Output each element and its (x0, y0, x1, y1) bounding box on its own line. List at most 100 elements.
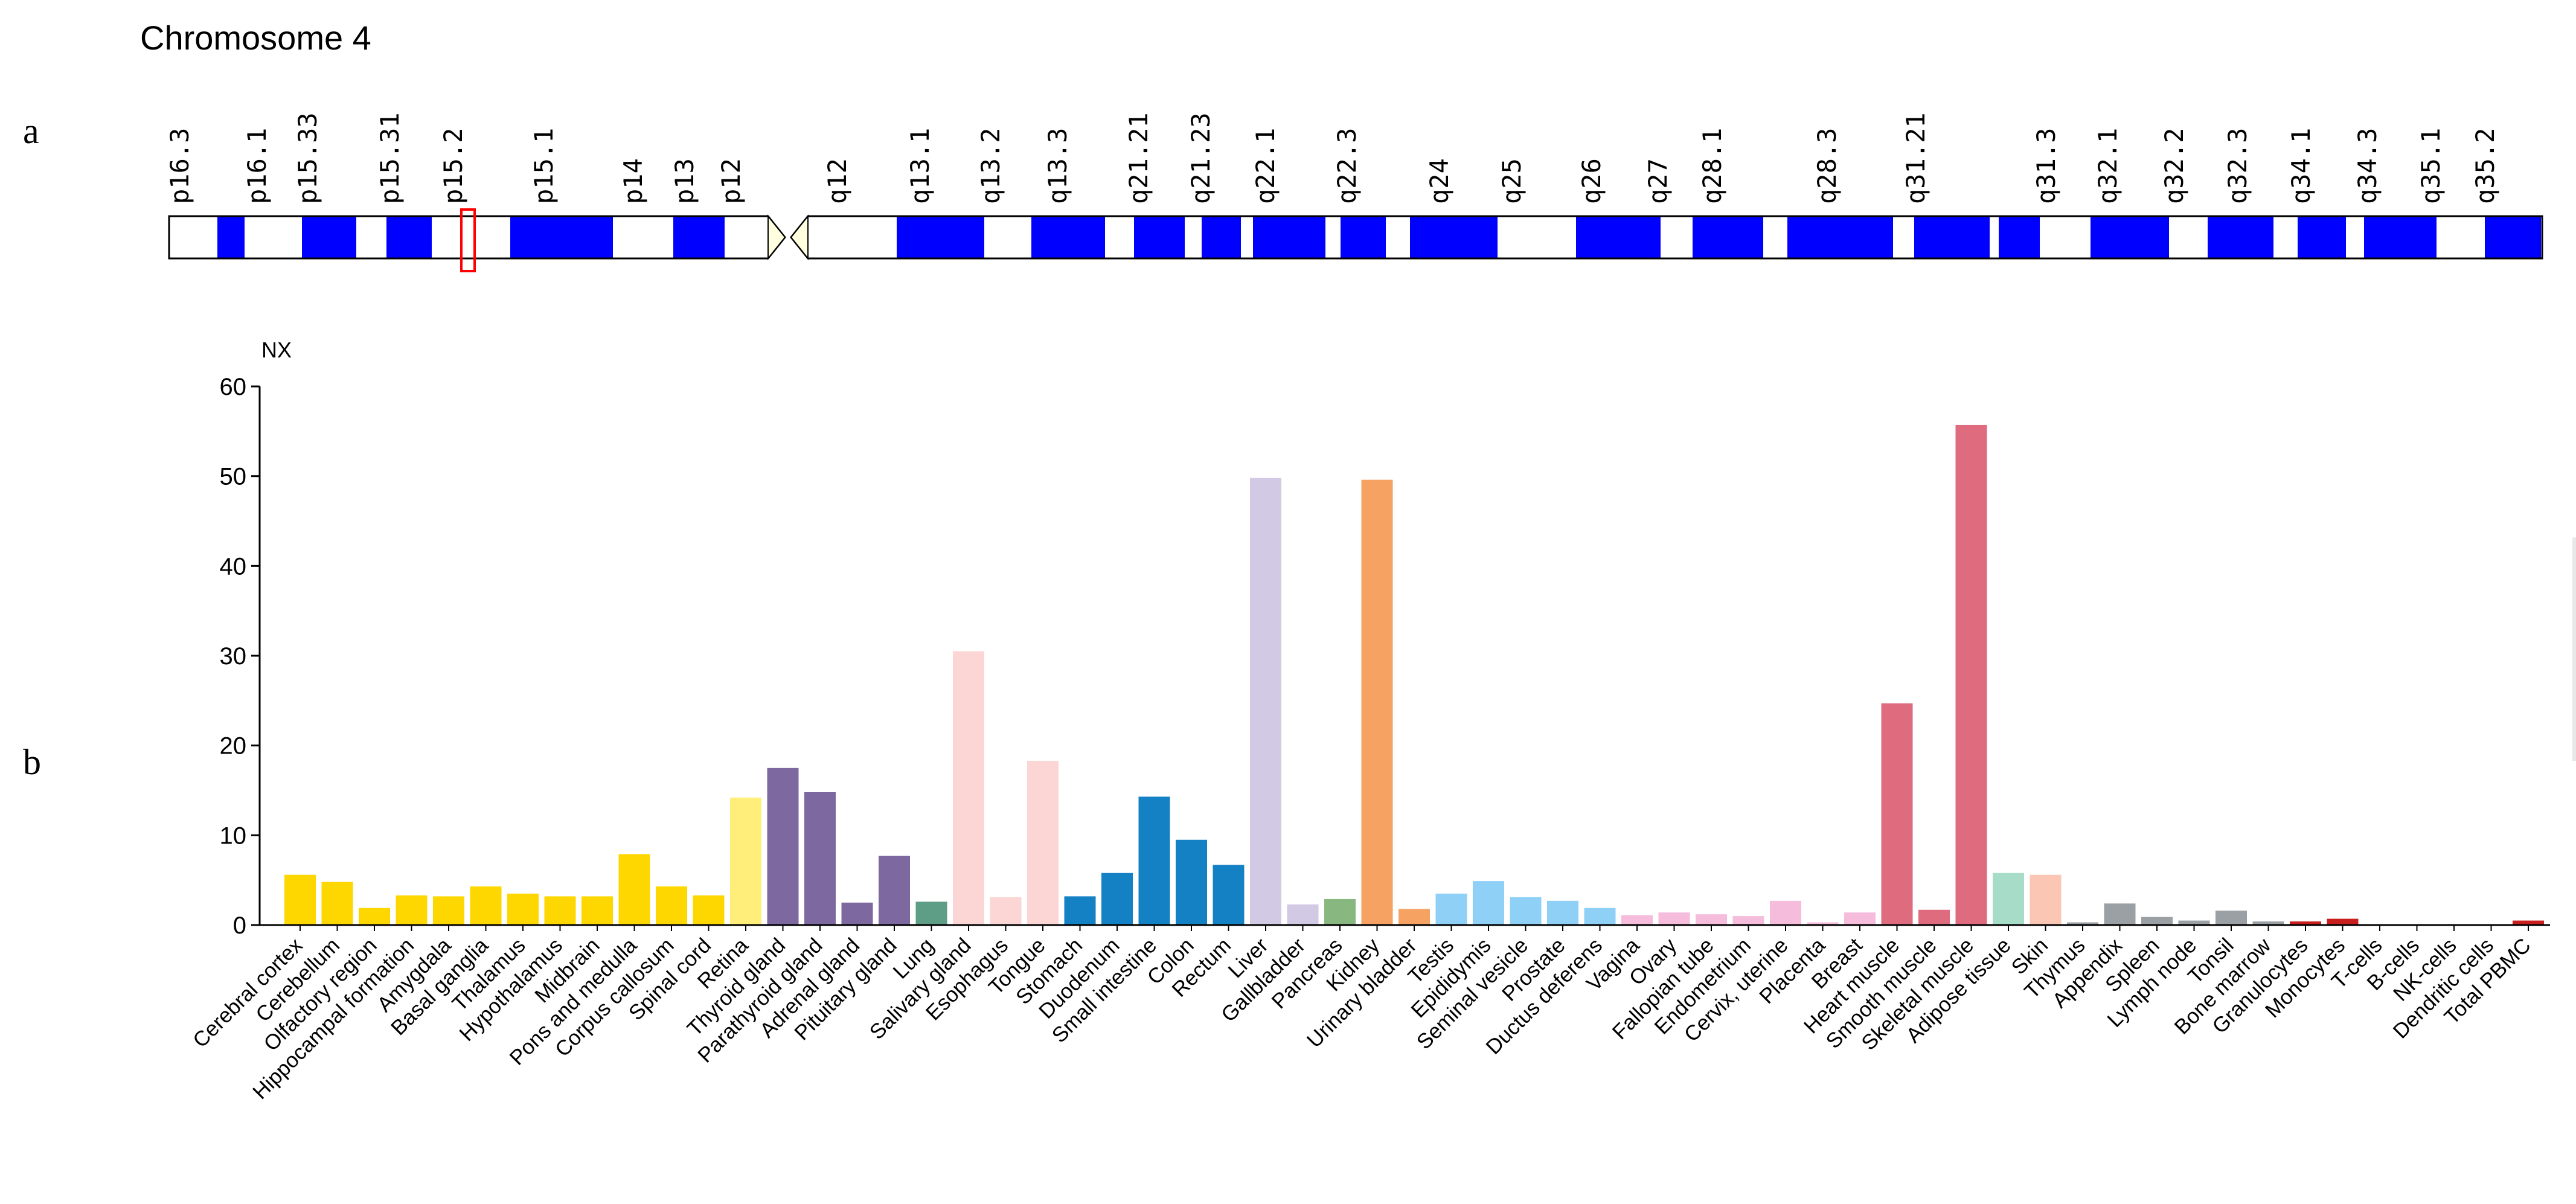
bar[interactable] (618, 854, 650, 925)
band-label: q35.1 (2416, 128, 2446, 204)
bar[interactable] (1955, 424, 1987, 925)
bar[interactable] (1732, 916, 1764, 925)
bar[interactable] (841, 902, 873, 925)
bar[interactable] (2067, 922, 2098, 925)
bar[interactable] (284, 874, 316, 925)
band-label: q26 (1577, 158, 1606, 204)
scrollbar-edge[interactable] (2572, 537, 2576, 761)
bar[interactable] (2327, 918, 2359, 925)
stained-band (1341, 217, 1386, 258)
bar[interactable] (1027, 760, 1059, 925)
bar[interactable] (953, 651, 984, 925)
bar[interactable] (2290, 921, 2321, 925)
band-label: q22.3 (1332, 128, 1362, 204)
bar[interactable] (1361, 479, 1393, 925)
stained-band (1576, 217, 1661, 258)
stained-band (2091, 217, 2169, 258)
stained-band (2485, 217, 2541, 258)
stained-band (2298, 217, 2346, 258)
stained-band (1031, 217, 1105, 258)
bar[interactable] (767, 767, 799, 925)
bar[interactable] (990, 897, 1022, 925)
stained-band (2208, 217, 2273, 258)
band-label: q13.2 (976, 128, 1005, 204)
band-label: p16.3 (165, 128, 194, 204)
bar[interactable] (2104, 903, 2136, 925)
bar[interactable] (1101, 873, 1133, 925)
band-label: q21.21 (1124, 112, 1153, 204)
bar[interactable] (1881, 703, 1913, 925)
band-label: q28.1 (1697, 128, 1727, 204)
bar[interactable] (433, 896, 464, 925)
bar[interactable] (321, 882, 353, 925)
band-label: q31.3 (2031, 128, 2061, 204)
y-axis: 0 10 20 30 40 50 60 (220, 374, 261, 939)
stained-band (1787, 217, 1893, 258)
band-label: p16.1 (242, 128, 272, 204)
bar[interactable] (359, 908, 390, 925)
bar[interactable] (2513, 920, 2544, 925)
bar[interactable] (1138, 796, 1170, 925)
band-label: p12 (716, 158, 746, 204)
stained-band (1410, 217, 1498, 258)
band-labels: p16.3 p16.1 p15.33 p15.31 p15.2 p15.1 p14 p13 p1… (165, 112, 2500, 204)
stained-band (2364, 217, 2437, 258)
band-label: q32.1 (2093, 128, 2123, 204)
band-rects (168, 208, 2543, 272)
bar[interactable] (1993, 873, 2024, 925)
bar[interactable] (656, 886, 687, 925)
bar[interactable] (1844, 912, 1876, 925)
y-tick-label: 40 (220, 553, 247, 580)
bar[interactable] (1658, 912, 1690, 925)
bar[interactable] (2216, 911, 2247, 925)
bar[interactable] (1287, 904, 1319, 925)
bar[interactable] (1696, 914, 1727, 925)
bar[interactable] (1213, 865, 1245, 925)
stained-band (302, 217, 356, 258)
bar[interactable] (1324, 898, 1356, 925)
bar[interactable] (1064, 896, 1096, 925)
bar[interactable] (1250, 478, 1281, 925)
stained-band (1253, 217, 1325, 258)
bar[interactable] (1770, 900, 1801, 925)
bar[interactable] (730, 797, 761, 925)
bar[interactable] (2178, 920, 2210, 925)
band-label: q31.21 (1901, 112, 1930, 204)
bar[interactable] (582, 896, 613, 925)
stained-band (386, 217, 432, 258)
bar[interactable] (507, 893, 539, 925)
bar[interactable] (2141, 917, 2173, 925)
stained-band (1134, 217, 1185, 258)
bar[interactable] (396, 895, 428, 925)
bar[interactable] (1399, 909, 1430, 925)
stained-band (1914, 217, 1990, 258)
chromosome-title: Chromosome 4 (140, 19, 371, 57)
bar[interactable] (1547, 900, 1578, 925)
band-label: q13.1 (905, 128, 935, 204)
bar[interactable] (2252, 921, 2284, 925)
bar[interactable] (544, 896, 576, 925)
band-label: p15.2 (438, 128, 468, 204)
y-axis-label: NX (261, 338, 292, 362)
bar[interactable] (1435, 893, 1467, 925)
bar[interactable] (804, 792, 836, 925)
band-label: q24 (1424, 158, 1454, 204)
bar[interactable] (1473, 881, 1504, 925)
band-label: p15.31 (375, 112, 405, 204)
bar[interactable] (693, 895, 725, 925)
bar[interactable] (1176, 839, 1207, 925)
stained-band (1202, 217, 1241, 258)
bar[interactable] (1621, 915, 1653, 925)
bar[interactable] (1807, 922, 1839, 925)
bar[interactable] (1584, 908, 1616, 925)
bar[interactable] (879, 856, 910, 925)
bar[interactable] (470, 886, 502, 925)
y-tick-label: 30 (220, 643, 247, 670)
band-label: q32.2 (2159, 128, 2189, 204)
band-label: q25 (1497, 158, 1527, 204)
bar[interactable] (1918, 909, 1950, 925)
y-tick-label: 20 (220, 733, 247, 760)
bar[interactable] (2030, 874, 2062, 925)
bar[interactable] (1510, 897, 1542, 925)
bar[interactable] (915, 901, 947, 925)
